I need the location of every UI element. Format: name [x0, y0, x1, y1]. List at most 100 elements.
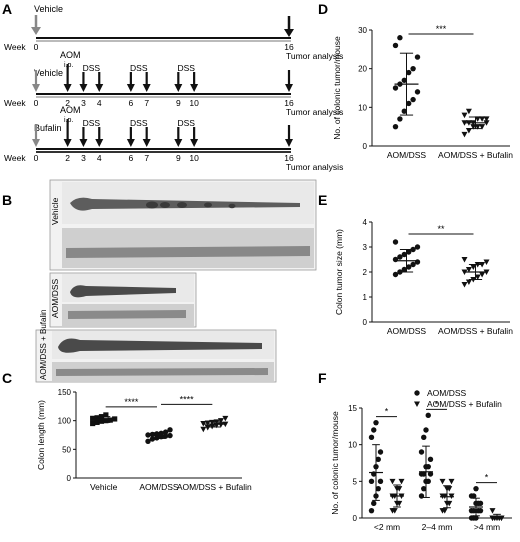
data-point	[154, 435, 160, 441]
data-point	[489, 508, 496, 514]
panel-label-c: C	[2, 370, 12, 386]
x-tick-label: AOM/DSS	[387, 326, 427, 336]
timeline-week: 4	[97, 98, 102, 108]
timeline-row-1: Vehicle Week 0 16 Tumor analysis	[4, 4, 343, 61]
data-point	[410, 65, 416, 72]
panel-label-b: B	[2, 192, 12, 208]
timeline-arrow-start-head	[32, 139, 40, 147]
data-point	[392, 239, 399, 245]
data-point	[392, 85, 399, 91]
data-point	[479, 124, 486, 130]
data-point	[145, 438, 151, 445]
data-point	[471, 507, 477, 514]
chart-d-tumor-number: 0 10 20 30 No. of colonic tumor/mouse AOM/DSS…	[332, 24, 513, 160]
panel-label-d: D	[318, 1, 328, 17]
data-point	[465, 108, 472, 115]
data-point	[377, 449, 384, 455]
data-point	[406, 100, 412, 107]
data-point	[418, 449, 425, 455]
data-point	[465, 128, 472, 134]
timeline-end-label: Tumor analysis	[286, 51, 343, 61]
timeline-arrow-dss-head	[142, 84, 151, 92]
data-point	[222, 415, 229, 422]
y-tick-label: 0	[67, 474, 72, 483]
data-point	[473, 485, 479, 492]
data-point	[391, 508, 398, 514]
x-tick-label: AOM/DSS	[139, 482, 179, 492]
y-tick-label: 10	[348, 441, 357, 450]
data-point	[414, 54, 421, 60]
significance-label: *	[385, 407, 389, 417]
data-point	[167, 427, 173, 433]
timeline-arrow-dss-head	[95, 139, 104, 147]
timeline-arrow-dss-head	[79, 139, 88, 147]
legend-marker	[414, 390, 420, 396]
data-point	[421, 434, 427, 441]
y-tick-label: 20	[358, 65, 367, 74]
data-point	[477, 507, 484, 514]
timeline-dss-label: DSS	[130, 118, 148, 128]
y-tick-label: 2	[363, 268, 368, 277]
timeline-week: 2	[65, 153, 70, 163]
data-point	[477, 500, 484, 507]
data-point	[465, 279, 472, 285]
timeline-week-label: Week	[4, 42, 26, 52]
data-point	[461, 112, 468, 119]
data-point	[401, 77, 407, 83]
data-point	[396, 486, 403, 492]
data-point	[461, 282, 468, 288]
x-tick-label: 2–4 mm	[422, 522, 453, 532]
timeline-arrow-end-head	[285, 139, 293, 147]
colon-photo-aom-dss: AOM/DSS	[49, 272, 197, 328]
data-point	[479, 116, 486, 122]
y-tick-label: 150	[58, 388, 72, 397]
data-point	[368, 478, 375, 485]
y-tick-label: 1	[363, 293, 368, 302]
data-point	[371, 427, 377, 433]
timeline-week: 7	[144, 153, 149, 163]
timeline-arrow-aom-head	[63, 139, 72, 147]
timeline-arrow-dss-head	[174, 139, 183, 147]
data-point	[158, 430, 164, 436]
data-point	[368, 434, 375, 441]
data-point	[473, 515, 479, 521]
data-point	[397, 116, 403, 122]
x-tick-label: <2 mm	[374, 522, 400, 532]
y-tick-label: 10	[358, 103, 367, 112]
data-point	[483, 259, 490, 265]
significance-label: *	[485, 473, 489, 483]
timeline-week: 0	[34, 153, 39, 163]
chart-c-colon-length: 0 50 100 150 Colon length (mm) Vehicle AOM/DSS…	[36, 388, 252, 492]
photo-label-aom-dss-bufalin: AOM/DSS + Bufalin	[39, 310, 48, 380]
timeline-arrow-dss-head	[190, 139, 199, 147]
data-point	[441, 508, 448, 514]
data-point	[103, 418, 109, 424]
timeline-end-label: Tumor analysis	[286, 162, 343, 172]
data-point	[398, 478, 405, 485]
data-point	[421, 485, 427, 492]
timeline-week-label: Week	[4, 98, 26, 108]
x-tick-label: AOM/DSS + Bufalin	[438, 326, 513, 336]
data-point	[401, 108, 407, 114]
data-point	[397, 35, 403, 41]
data-point	[98, 418, 105, 424]
colon-photo-vehicle: Vehicle	[49, 179, 317, 271]
data-point	[470, 264, 477, 270]
data-point	[414, 89, 421, 95]
data-point	[446, 500, 453, 507]
data-point	[414, 259, 421, 265]
timeline-week: 16	[284, 42, 294, 52]
data-point	[425, 412, 431, 419]
timeline-arrow-dss-head	[126, 84, 135, 92]
y-axis-label: Colon length (mm)	[36, 400, 46, 470]
data-point	[204, 425, 211, 431]
data-point	[401, 266, 407, 273]
chart-e-tumor-size: 0 1 2 3 4 Colon tumor size (mm) AOM/DSS AOM/DSS…	[334, 218, 513, 336]
data-point	[375, 456, 381, 463]
data-point	[373, 419, 379, 426]
colon-photo-aom-dss-bufalin: AOM/DSS + Bufalin	[35, 310, 277, 383]
timeline-row-3: Bufalin AOM i.p. DSSDSSDSSWeek0234679101…	[4, 105, 343, 172]
timeline-week: 3	[81, 98, 86, 108]
data-point	[162, 429, 169, 435]
data-point	[474, 116, 481, 122]
